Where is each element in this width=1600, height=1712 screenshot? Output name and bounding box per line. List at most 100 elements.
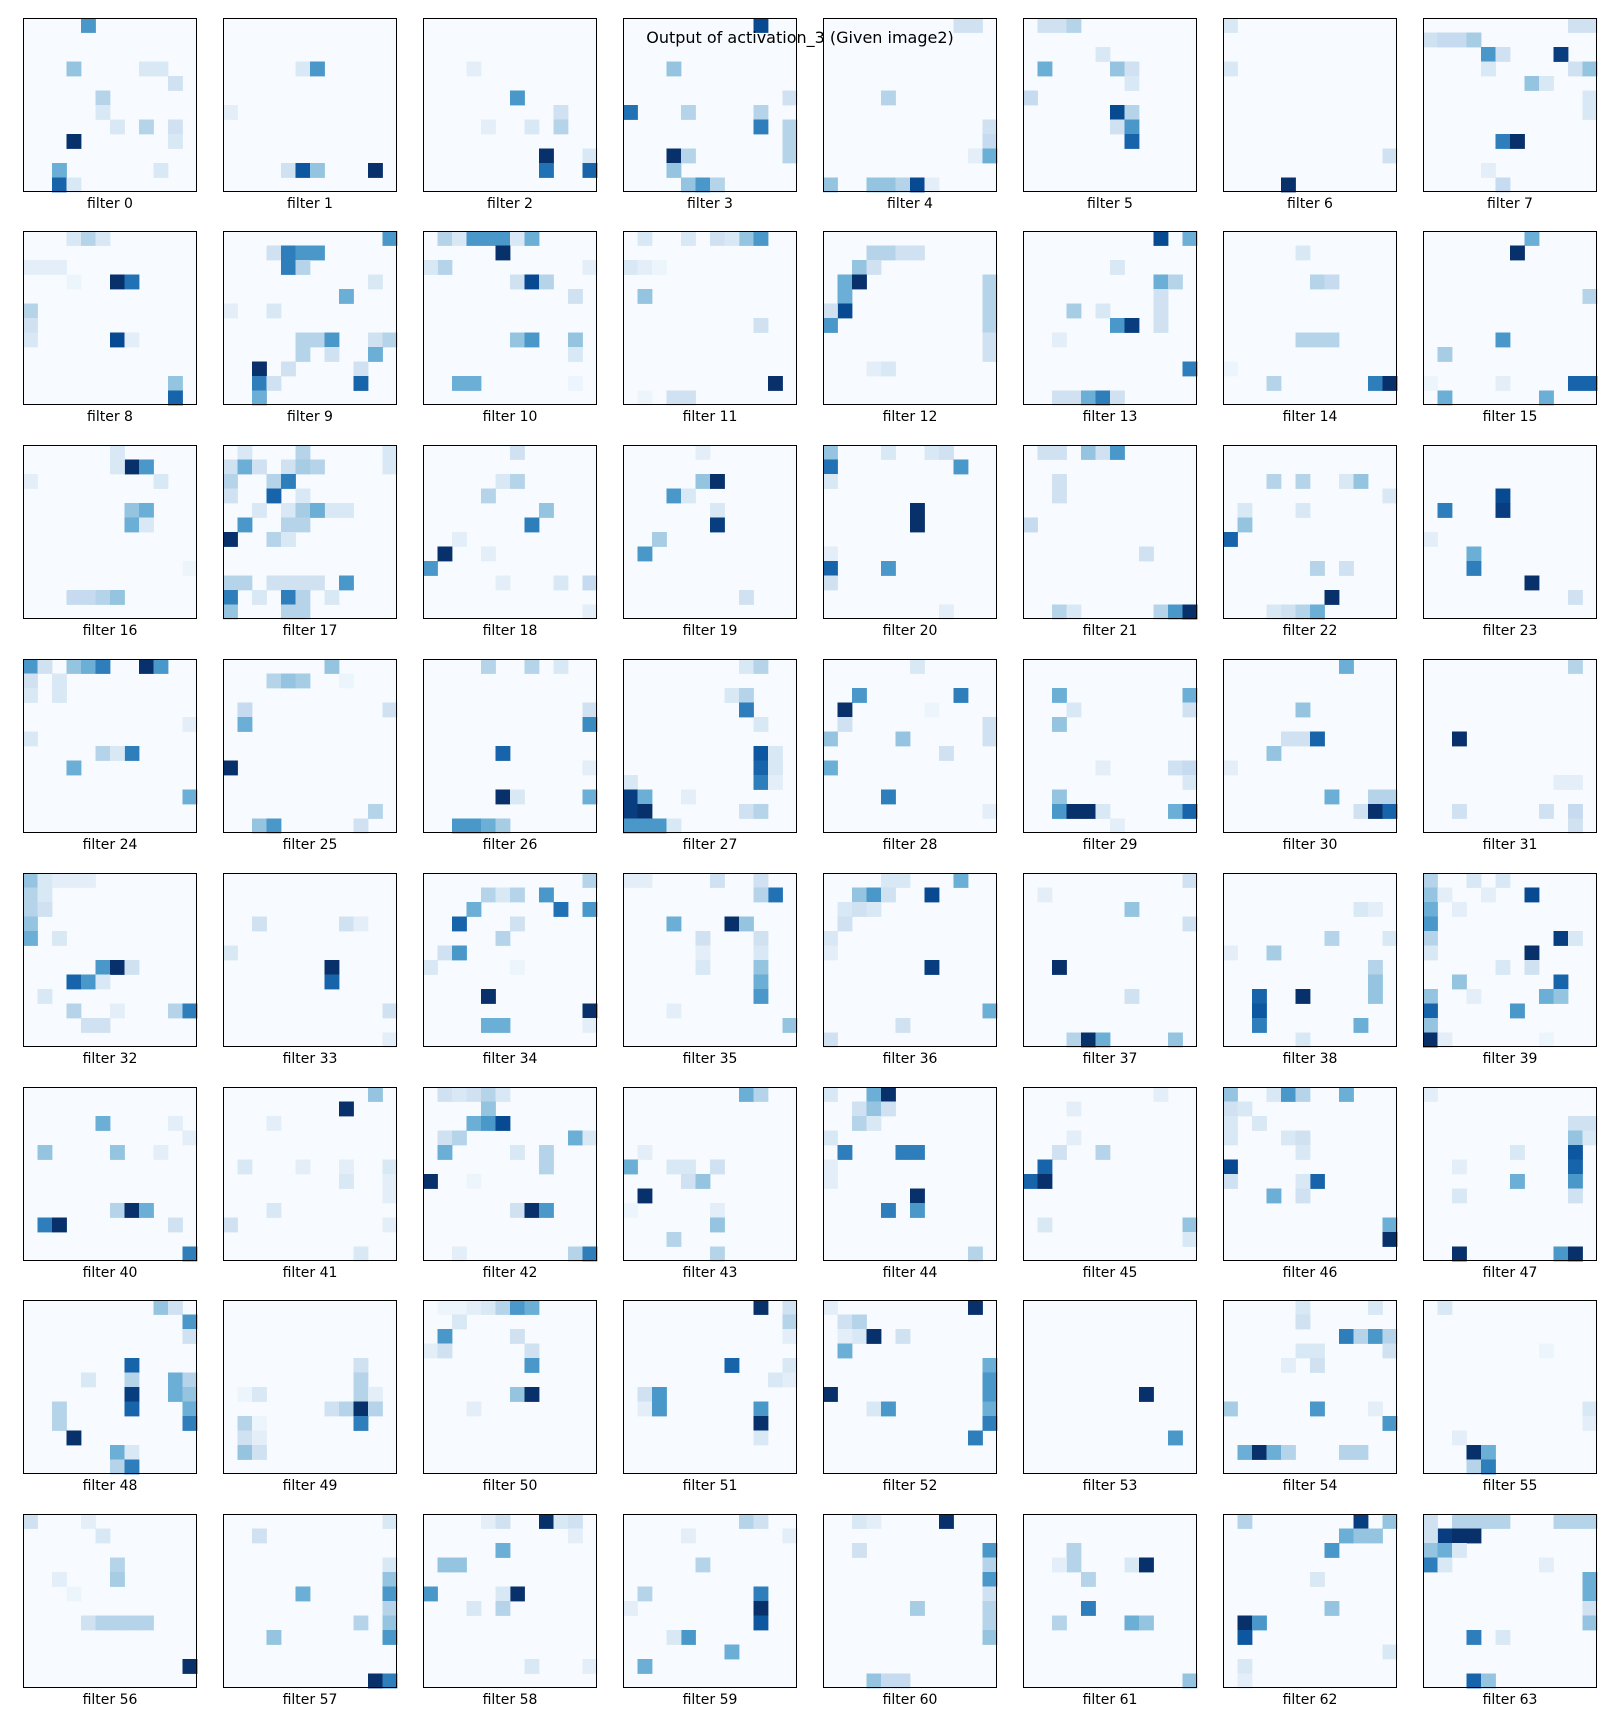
panel-label: filter 48 <box>82 1478 138 1494</box>
heatmap-cell <box>423 1174 438 1189</box>
heatmap-cell <box>1368 902 1383 917</box>
heatmap-cell <box>510 1300 525 1315</box>
heatmap-cell <box>452 1557 467 1573</box>
heatmap-cell <box>382 459 398 475</box>
heatmap-cell <box>852 1329 867 1344</box>
heatmap-panel: filter 3 <box>623 18 798 216</box>
heatmap-cell <box>1168 804 1183 819</box>
heatmap-cell <box>295 1159 311 1175</box>
heatmap-cell <box>353 361 369 377</box>
heatmap-cell <box>1423 1018 1438 1033</box>
heatmap-plot <box>1223 231 1398 405</box>
axes-frame <box>1023 873 1197 1047</box>
heatmap-panel: filter 38 <box>1223 873 1398 1071</box>
heatmap-cell <box>281 260 296 275</box>
heatmap-cell <box>1295 989 1311 1004</box>
heatmap-cell <box>1324 1601 1340 1616</box>
heatmap-cell <box>423 1343 438 1359</box>
heatmap-cell <box>823 546 838 562</box>
heatmap-cell <box>95 1018 111 1033</box>
heatmap-cell <box>524 659 540 674</box>
heatmap-cell <box>237 517 253 533</box>
heatmap-cell <box>739 231 754 246</box>
heatmap-cell <box>1237 1445 1253 1460</box>
panel-label: filter 2 <box>487 196 533 212</box>
heatmap-cell <box>1437 1528 1453 1544</box>
heatmap-cell <box>81 1514 96 1529</box>
heatmap-plot <box>1023 231 1198 406</box>
heatmap-cell <box>95 1528 111 1544</box>
heatmap-cell <box>382 1514 398 1529</box>
heatmap-cell <box>1182 231 1198 246</box>
panel-label: filter 22 <box>1282 623 1338 639</box>
heatmap-cell <box>1423 902 1438 917</box>
heatmap-cell <box>466 61 482 77</box>
heatmap-panel: filter 21 <box>1023 445 1198 643</box>
heatmap-cell <box>782 148 798 164</box>
heatmap-plot <box>1223 1300 1398 1474</box>
heatmap-cell <box>539 1159 554 1175</box>
heatmap-cell <box>666 61 682 77</box>
heatmap-cell <box>1081 1601 1096 1616</box>
heatmap-cell <box>1037 61 1053 77</box>
heatmap-cell <box>1052 960 1067 975</box>
heatmap-panel: filter 58 <box>423 1514 598 1712</box>
heatmap-cell <box>295 1586 311 1602</box>
panel-label: filter 35 <box>682 1051 738 1067</box>
heatmap-cell <box>1182 361 1198 377</box>
heatmap-cell <box>1368 960 1383 975</box>
heatmap-cell <box>481 1018 496 1033</box>
heatmap-cell <box>1310 1401 1325 1417</box>
heatmap-background <box>223 873 397 1047</box>
heatmap-background <box>1023 1300 1197 1474</box>
heatmap-cell <box>753 1430 769 1446</box>
heatmap-cell <box>1481 1514 1496 1529</box>
heatmap-cell <box>95 974 111 990</box>
heatmap-cell <box>52 1217 67 1233</box>
heatmap-cell <box>1495 376 1511 391</box>
heatmap-cell <box>1310 731 1325 747</box>
heatmap-cell <box>739 916 754 932</box>
heatmap-cell <box>753 1300 769 1315</box>
heatmap-cell <box>1452 1514 1467 1529</box>
heatmap-cell <box>1568 818 1583 834</box>
heatmap-cell <box>695 960 711 975</box>
heatmap-cell <box>1466 1459 1482 1475</box>
heatmap-cell <box>623 105 638 120</box>
heatmap-cell <box>1223 1087 1238 1102</box>
heatmap-cell <box>895 1018 911 1033</box>
heatmap-cell <box>524 1358 540 1373</box>
heatmap-plot <box>223 445 398 620</box>
heatmap-cell <box>1295 332 1311 348</box>
heatmap-cell <box>510 231 525 246</box>
heatmap-plot <box>823 873 998 1048</box>
heatmap-cell <box>753 945 769 961</box>
heatmap-cell <box>1495 960 1511 975</box>
heatmap-cell <box>582 902 598 917</box>
heatmap-cell <box>1539 1557 1554 1573</box>
heatmap-cell <box>1339 1087 1354 1102</box>
heatmap-cell <box>1153 318 1169 333</box>
heatmap-cell <box>637 260 653 275</box>
heatmap-cell <box>910 1203 925 1218</box>
heatmap-cell <box>539 1203 554 1218</box>
heatmap-cell <box>739 1087 754 1102</box>
panel-label: filter 0 <box>87 196 133 212</box>
heatmap-cell <box>1052 474 1067 489</box>
heatmap-cell <box>910 517 925 533</box>
heatmap-cell <box>452 376 467 391</box>
heatmap-cell <box>768 1372 783 1388</box>
heatmap-panel: filter 13 <box>1023 231 1198 429</box>
heatmap-cell <box>1582 1130 1598 1146</box>
heatmap-cell <box>1266 1188 1282 1204</box>
heatmap-cell <box>423 960 438 975</box>
heatmap-cell <box>1423 1557 1438 1573</box>
heatmap-cell <box>1524 945 1540 961</box>
heatmap-cell <box>1266 945 1282 961</box>
heatmap-cell <box>724 231 740 246</box>
heatmap-cell <box>1582 1615 1598 1631</box>
heatmap-cell <box>837 274 853 290</box>
heatmap-cell <box>481 989 496 1004</box>
heatmap-cell <box>1568 376 1583 391</box>
heatmap-cell <box>1153 274 1169 290</box>
